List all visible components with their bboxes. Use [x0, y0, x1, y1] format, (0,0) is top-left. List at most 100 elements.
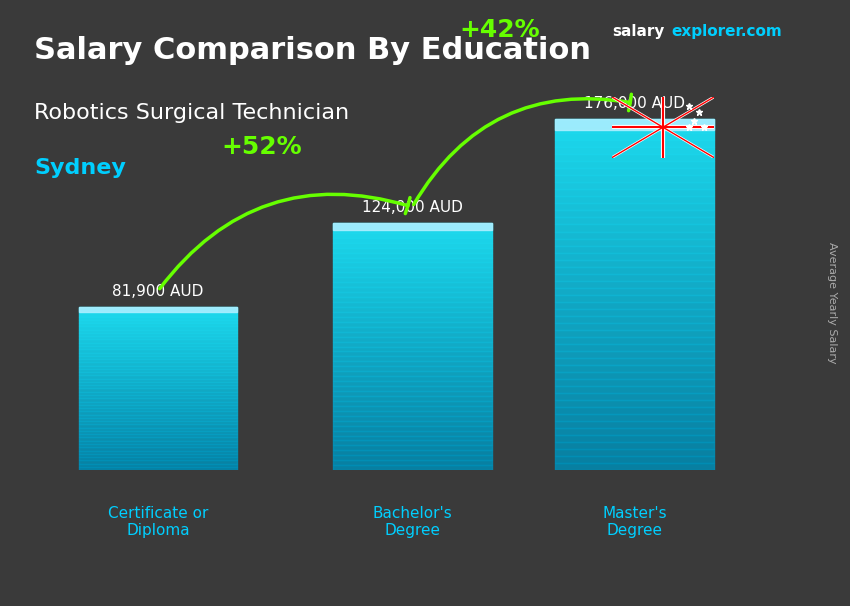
Text: 124,000 AUD: 124,000 AUD: [362, 200, 462, 215]
Bar: [333, 450, 491, 455]
Bar: [555, 218, 714, 224]
Bar: [333, 253, 491, 258]
Bar: [555, 316, 714, 323]
Text: Robotics Surgical Technician: Robotics Surgical Technician: [34, 103, 349, 123]
Bar: [333, 425, 491, 431]
Bar: [78, 454, 237, 457]
Bar: [78, 369, 237, 372]
Bar: [333, 431, 491, 436]
Text: Bachelor's
Degree: Bachelor's Degree: [372, 506, 452, 538]
Text: 176,000 AUD: 176,000 AUD: [584, 96, 685, 112]
Bar: [333, 460, 491, 465]
Bar: [78, 372, 237, 376]
Bar: [555, 168, 714, 175]
Bar: [78, 435, 237, 438]
Bar: [333, 371, 491, 376]
Text: explorer.com: explorer.com: [672, 24, 782, 39]
Bar: [333, 421, 491, 425]
Bar: [333, 376, 491, 381]
Bar: [555, 175, 714, 182]
Bar: [555, 379, 714, 386]
Text: Sydney: Sydney: [34, 158, 126, 178]
Bar: [78, 428, 237, 431]
Bar: [78, 327, 237, 330]
Bar: [555, 224, 714, 231]
Bar: [333, 317, 491, 322]
Bar: [333, 327, 491, 331]
Bar: [555, 337, 714, 344]
Bar: [555, 231, 714, 239]
Bar: [555, 456, 714, 463]
Bar: [78, 450, 237, 454]
Bar: [333, 336, 491, 342]
Bar: [333, 312, 491, 317]
Bar: [555, 210, 714, 218]
Bar: [555, 196, 714, 204]
Bar: [78, 447, 237, 450]
Bar: [333, 233, 491, 238]
Bar: [333, 342, 491, 347]
Bar: [555, 435, 714, 442]
Bar: [555, 414, 714, 421]
Bar: [333, 411, 491, 416]
Bar: [555, 421, 714, 428]
Bar: [78, 415, 237, 418]
Text: Master's
Degree: Master's Degree: [603, 506, 667, 538]
Bar: [78, 349, 237, 353]
Bar: [78, 402, 237, 405]
Bar: [555, 323, 714, 330]
Bar: [333, 356, 491, 361]
Bar: [333, 445, 491, 450]
Bar: [555, 161, 714, 168]
Bar: [78, 405, 237, 408]
Bar: [555, 295, 714, 302]
Bar: [78, 376, 237, 379]
Bar: [78, 362, 237, 365]
Bar: [333, 406, 491, 411]
Bar: [78, 346, 237, 349]
Bar: [333, 396, 491, 401]
Text: Average Yearly Salary: Average Yearly Salary: [827, 242, 837, 364]
Bar: [555, 281, 714, 288]
Bar: [555, 428, 714, 435]
Bar: [555, 288, 714, 295]
Bar: [333, 441, 491, 445]
Bar: [555, 372, 714, 379]
Bar: [78, 391, 237, 395]
Bar: [555, 133, 714, 140]
Bar: [333, 278, 491, 282]
Bar: [333, 381, 491, 386]
Bar: [333, 401, 491, 406]
Bar: [555, 239, 714, 245]
Bar: [333, 307, 491, 312]
Text: Certificate or
Diploma: Certificate or Diploma: [108, 506, 208, 538]
Bar: [333, 262, 491, 267]
Bar: [555, 358, 714, 365]
Bar: [78, 441, 237, 444]
Bar: [78, 323, 237, 327]
Bar: [78, 431, 237, 435]
Bar: [555, 407, 714, 414]
Text: salary: salary: [612, 24, 665, 39]
Bar: [333, 366, 491, 371]
Bar: [78, 310, 237, 313]
Bar: [555, 365, 714, 372]
Text: +52%: +52%: [221, 135, 302, 159]
Bar: [78, 343, 237, 346]
Bar: [78, 333, 237, 336]
Bar: [555, 119, 714, 130]
Bar: [555, 190, 714, 196]
Bar: [555, 442, 714, 449]
Bar: [333, 416, 491, 421]
Bar: [78, 379, 237, 382]
Bar: [78, 385, 237, 388]
Bar: [555, 245, 714, 253]
Bar: [555, 351, 714, 358]
Bar: [78, 317, 237, 320]
Bar: [333, 287, 491, 292]
Bar: [78, 457, 237, 461]
Bar: [555, 463, 714, 470]
Bar: [555, 140, 714, 147]
Bar: [333, 292, 491, 297]
Bar: [78, 398, 237, 402]
